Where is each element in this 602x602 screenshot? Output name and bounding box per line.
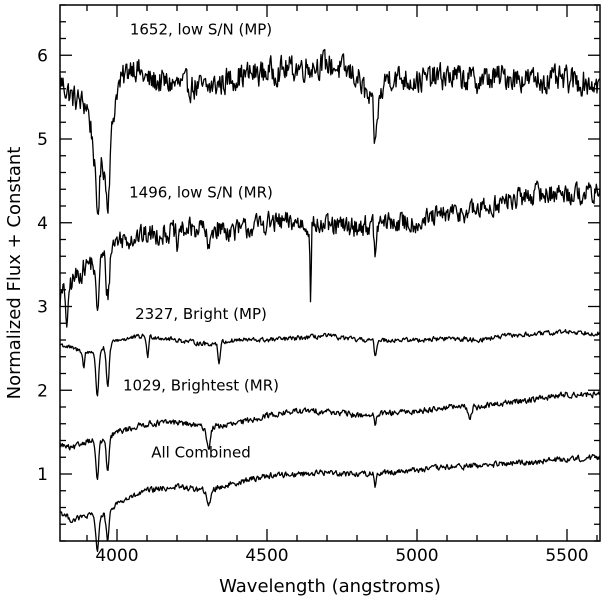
series-label: 2327, Bright (MP): [135, 305, 267, 323]
spectrum-line: [59, 329, 601, 397]
x-tick-label: 4500: [245, 546, 288, 566]
series-label: 1029, Brightest (MR): [123, 376, 279, 394]
x-tick-label: 5500: [545, 546, 588, 566]
plot-frame: [59, 4, 601, 542]
spectrum-line: [59, 180, 601, 328]
y-tick-label: 1: [37, 465, 48, 485]
x-tick-label: 5000: [395, 546, 438, 566]
series-label: 1652, low S/N (MP): [130, 20, 272, 38]
spectra-series: [59, 48, 601, 553]
x-tick-label: 4000: [95, 546, 138, 566]
y-tick-label: 2: [37, 381, 48, 401]
axis-ticks: 4000 4500 5000 5500 1 2 3 4 5 6: [37, 4, 600, 566]
spectrum-line: [59, 48, 601, 215]
x-axis-label: Wavelength (angstroms): [219, 576, 441, 597]
y-tick-label: 3: [37, 298, 48, 318]
y-axis-label: Normalized Flux + Constant: [4, 147, 25, 400]
series-label: All Combined: [151, 443, 251, 461]
y-tick-label: 6: [37, 46, 48, 66]
y-tick-label: 5: [37, 130, 48, 150]
series-labels: 1652, low S/N (MP) 1496, low S/N (MR) 2327…: [123, 20, 279, 461]
spectrum-line: [59, 453, 601, 553]
y-tick-label: 4: [37, 214, 48, 234]
series-label: 1496, low S/N (MR): [129, 184, 273, 202]
spectrum-line: [59, 391, 601, 481]
